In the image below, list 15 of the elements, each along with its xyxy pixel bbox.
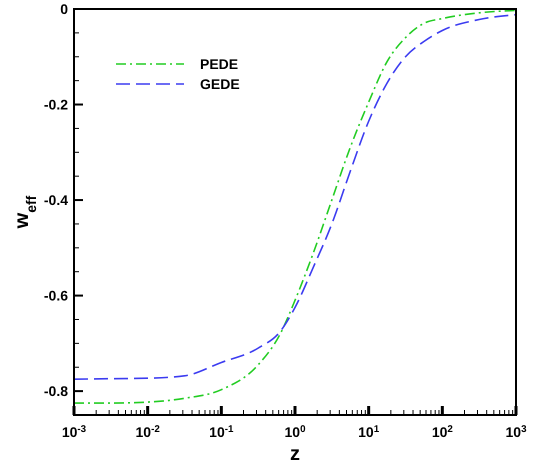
y-tick-label: -0.4 — [44, 192, 68, 208]
x-tick-label: 10$^{-1}$ — [209, 424, 234, 440]
legend-label: PEDE — [200, 56, 238, 72]
x-tick-label: 10$^{-3}$ — [62, 424, 87, 440]
y-tick-label: -0.6 — [44, 288, 68, 304]
x-tick-label: 10$^{3}$ — [505, 424, 528, 440]
x-tick-label: 10$^{1}$ — [358, 424, 380, 440]
x-tick-label: 10$^{2}$ — [432, 424, 454, 440]
y-tick-label: -0.8 — [44, 383, 68, 400]
legend-label: GEDE — [200, 76, 240, 92]
x-axis-title: z — [290, 443, 300, 465]
y-tick-label: 0 — [60, 1, 68, 17]
y-tick-label: -0.2 — [44, 96, 68, 113]
x-tick-label: 10$^{0}$ — [284, 424, 306, 440]
x-tick-label: 10$^{-2}$ — [136, 424, 160, 440]
